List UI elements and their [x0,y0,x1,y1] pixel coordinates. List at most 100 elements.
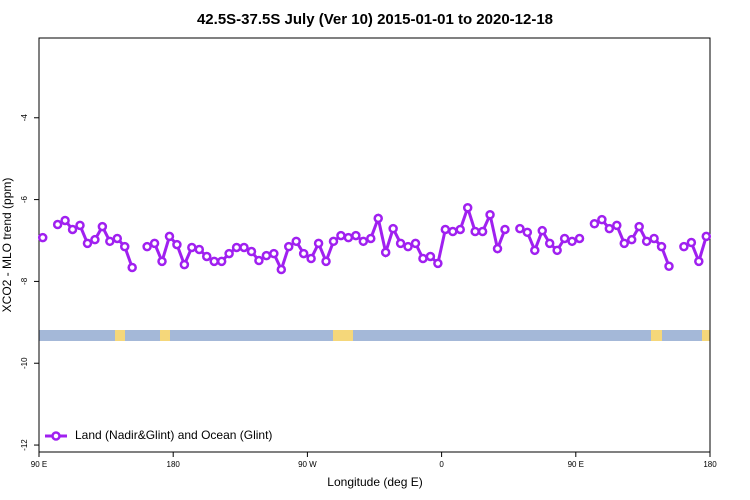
point [388,223,398,234]
land-patch [651,330,662,341]
point [52,219,63,230]
point [179,259,190,270]
point [612,220,622,231]
point [552,245,562,256]
x-tick-label: 90 E [568,460,584,469]
legend-marker [51,431,61,441]
point [187,242,197,253]
point [119,241,130,252]
land-patch [333,330,353,341]
point [477,226,488,237]
y-tick-label: -4 [20,114,29,122]
point [291,236,301,247]
point [358,236,369,247]
land-patch [115,330,125,341]
point [276,264,287,275]
point [231,242,242,253]
point [425,251,436,262]
point [343,232,354,243]
surface-band [39,330,710,341]
point [530,245,540,256]
point [418,253,428,264]
x-tick-label: 0 [439,460,444,469]
x-tick-label: 90 E [31,460,47,469]
y-tick-label: -12 [20,439,29,451]
point [626,234,637,245]
x-axis-label: Longitude (deg E) [327,475,422,489]
point [321,256,331,267]
point [380,247,391,258]
point [224,248,234,259]
point [202,251,212,262]
point [597,214,607,225]
point [641,236,652,247]
point [67,224,78,235]
point [298,248,309,259]
point [351,230,361,241]
point [127,262,137,273]
point [634,221,644,232]
point [537,225,547,236]
point [97,221,108,232]
point [619,238,630,249]
point [284,241,294,252]
y-tick-label: -8 [20,277,29,285]
land-patch [702,330,710,341]
y-axis-label: XCO2 - MLO trend (ppm) [0,178,14,313]
point [470,226,480,237]
point [574,233,585,244]
point [410,238,421,249]
x-tick-label: 180 [167,460,181,469]
y-tick-label: -10 [20,357,29,369]
point [649,233,659,244]
point [90,234,100,245]
plot-frame [38,37,711,453]
x-tick-label: 90 W [298,460,317,469]
point [485,209,495,220]
point [149,238,160,249]
point [567,236,577,247]
point [440,224,451,235]
chart-title: 42.5S-37.5S July (Ver 10) 2015-01-01 to … [197,11,553,28]
point [172,239,182,250]
point [306,253,316,264]
point [336,230,346,241]
point [216,256,227,267]
point [679,241,689,252]
point [157,256,167,267]
point [82,238,93,249]
point [559,233,570,244]
point [455,224,465,235]
point [246,246,257,257]
point [500,224,510,235]
point [656,241,667,252]
point [194,244,205,255]
x-tick-label: 180 [703,460,717,469]
land-patch [160,330,170,341]
legend-label: Land (Nadir&Glint) and Ocean (Glint) [75,428,272,442]
point [589,218,600,229]
point [164,231,175,242]
point [448,226,458,237]
point [60,215,70,226]
point [395,238,406,249]
point [254,255,264,266]
point [269,248,279,259]
point [462,203,473,213]
point [492,243,503,254]
point [701,231,712,242]
ocean-band [39,330,710,341]
point [686,237,697,248]
point [75,220,85,231]
point [313,238,324,249]
point [142,241,152,252]
point [328,236,339,247]
point [373,213,383,224]
point [261,250,272,261]
point [112,233,123,244]
point [403,241,413,252]
point [604,223,615,234]
point [522,227,533,238]
y-tick-label: -6 [20,195,29,203]
